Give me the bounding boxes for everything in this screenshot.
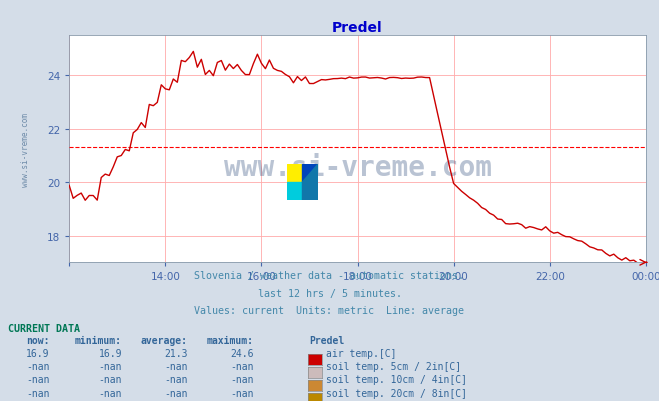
Text: 16.9: 16.9 <box>26 348 49 358</box>
Text: -nan: -nan <box>164 361 188 371</box>
Text: -nan: -nan <box>230 388 254 398</box>
Text: www.si-vreme.com: www.si-vreme.com <box>22 112 30 186</box>
Polygon shape <box>302 164 318 200</box>
Text: -nan: -nan <box>26 388 49 398</box>
Text: Predel: Predel <box>310 336 345 346</box>
Text: -nan: -nan <box>164 375 188 385</box>
Text: -nan: -nan <box>26 375 49 385</box>
Text: CURRENT DATA: CURRENT DATA <box>8 323 80 333</box>
Text: www.si-vreme.com: www.si-vreme.com <box>223 154 492 182</box>
Title: Predel: Predel <box>332 21 383 35</box>
Text: 16.9: 16.9 <box>98 348 122 358</box>
Text: now:: now: <box>26 336 49 346</box>
Text: minimum:: minimum: <box>75 336 122 346</box>
Text: Slovenia / weather data - automatic stations.: Slovenia / weather data - automatic stat… <box>194 271 465 281</box>
Polygon shape <box>287 164 302 182</box>
Text: -nan: -nan <box>98 361 122 371</box>
Text: -nan: -nan <box>98 375 122 385</box>
Text: air temp.[C]: air temp.[C] <box>326 348 396 358</box>
Text: soil temp. 5cm / 2in[C]: soil temp. 5cm / 2in[C] <box>326 361 461 371</box>
Polygon shape <box>302 164 318 182</box>
Text: last 12 hrs / 5 minutes.: last 12 hrs / 5 minutes. <box>258 288 401 298</box>
Text: soil temp. 10cm / 4in[C]: soil temp. 10cm / 4in[C] <box>326 375 467 385</box>
Text: -nan: -nan <box>164 388 188 398</box>
Text: Values: current  Units: metric  Line: average: Values: current Units: metric Line: aver… <box>194 305 465 315</box>
Text: -nan: -nan <box>230 375 254 385</box>
Text: -nan: -nan <box>98 388 122 398</box>
Polygon shape <box>287 182 302 200</box>
Text: average:: average: <box>141 336 188 346</box>
Text: -nan: -nan <box>26 361 49 371</box>
Text: soil temp. 20cm / 8in[C]: soil temp. 20cm / 8in[C] <box>326 388 467 398</box>
Text: maximum:: maximum: <box>207 336 254 346</box>
Text: 24.6: 24.6 <box>230 348 254 358</box>
Text: -nan: -nan <box>230 361 254 371</box>
Text: 21.3: 21.3 <box>164 348 188 358</box>
